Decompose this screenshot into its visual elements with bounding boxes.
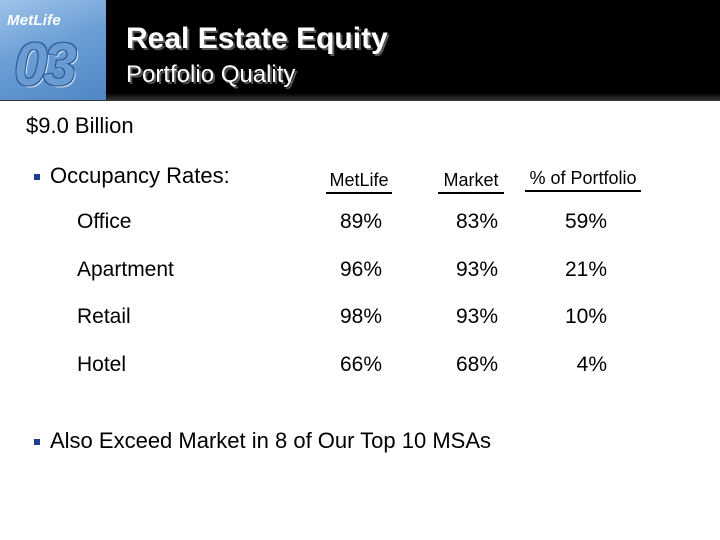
cell-retail-metlife: 98% (339, 305, 382, 328)
occupancy-heading: Occupancy Rates: (50, 163, 230, 188)
cell-hotel-portfolio: 4% (576, 353, 607, 376)
logo-section-number: 03 (14, 31, 77, 98)
column-header-market: Market (438, 170, 504, 194)
cell-apartment-portfolio: 21% (564, 258, 607, 281)
cell-retail-portfolio: 10% (564, 305, 607, 328)
row-label-hotel: Hotel (77, 353, 127, 376)
metlife-logo: MetLife 03 (0, 0, 106, 100)
cell-apartment-market: 93% (455, 258, 498, 281)
cell-hotel-market: 68% (455, 353, 498, 376)
bullet-icon (34, 439, 40, 445)
bullet-icon (34, 174, 40, 180)
cell-office-metlife: 89% (339, 210, 382, 233)
cell-apartment-metlife: 96% (339, 258, 382, 281)
portfolio-amount: $9.0 Billion (26, 113, 134, 138)
msa-statement: Also Exceed Market in 8 of Our Top 10 MS… (50, 428, 492, 453)
cell-office-market: 83% (455, 210, 498, 233)
slide-title: Real Estate Equity (126, 22, 388, 55)
row-label-retail: Retail (77, 305, 131, 328)
cell-retail-market: 93% (455, 305, 498, 328)
cell-hotel-metlife: 66% (339, 353, 382, 376)
slide-subtitle: Portfolio Quality (126, 61, 296, 88)
column-header-portfolio: % of Portfolio (525, 168, 641, 192)
cell-office-portfolio: 59% (564, 210, 607, 233)
row-label-office: Office (77, 210, 132, 233)
logo-brand-text: MetLife (7, 12, 61, 29)
column-header-metlife: MetLife (326, 170, 392, 194)
header-bar: MetLife 03 Real Estate Equity Portfolio … (0, 0, 720, 101)
row-label-apartment: Apartment (77, 258, 174, 281)
